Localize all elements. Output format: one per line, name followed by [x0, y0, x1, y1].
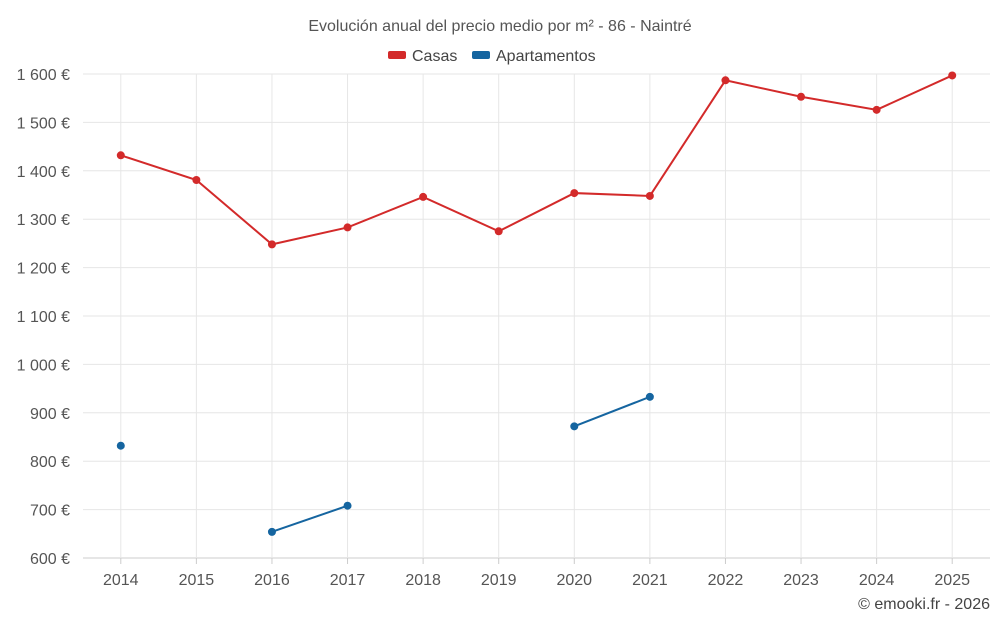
data-point-casas[interactable]	[116, 151, 125, 160]
series	[116, 71, 957, 536]
data-point-casas[interactable]	[343, 223, 352, 232]
y-tick-label: 1 200 €	[17, 261, 70, 278]
x-tick-label: 2023	[783, 572, 819, 589]
series-casas	[116, 71, 957, 249]
data-point-apartamentos[interactable]	[570, 422, 579, 431]
data-point-casas[interactable]	[948, 71, 957, 80]
x-tick-label: 2025	[934, 572, 970, 589]
data-point-casas[interactable]	[192, 175, 201, 184]
legend-label-casas: Casas	[412, 48, 457, 65]
data-point-casas[interactable]	[721, 76, 730, 85]
data-point-apartamentos[interactable]	[343, 501, 352, 510]
data-point-casas[interactable]	[419, 192, 428, 201]
data-point-apartamentos[interactable]	[267, 527, 276, 536]
x-axis-ticks: 2014 2015 2016 2017 2018 2019 2020 2021 2022 2023…	[103, 572, 970, 589]
x-tick-label: 2022	[708, 572, 744, 589]
data-point-casas[interactable]	[797, 92, 806, 101]
y-tick-label: 600 €	[30, 551, 70, 568]
chart-title: Evolución anual del precio medio por m² …	[308, 18, 691, 35]
y-tick-label: 1 500 €	[17, 115, 70, 132]
series-line-apartamentos	[573, 395, 651, 428]
y-tick-label: 800 €	[30, 454, 70, 471]
x-tick-label: 2021	[632, 572, 668, 589]
data-point-casas[interactable]	[570, 189, 579, 198]
x-tick-label: 2016	[254, 572, 290, 589]
y-tick-label: 900 €	[30, 406, 70, 423]
y-tick-label: 1 400 €	[17, 164, 70, 181]
x-tick-label: 2020	[556, 572, 592, 589]
x-tick-label: 2014	[103, 572, 139, 589]
series-apartamentos	[116, 392, 654, 536]
y-tick-label: 1 600 €	[17, 67, 70, 84]
data-point-casas[interactable]	[645, 191, 654, 200]
grid	[83, 73, 990, 564]
x-tick-label: 2015	[179, 572, 215, 589]
y-tick-label: 700 €	[30, 503, 70, 520]
y-tick-label: 1 100 €	[17, 309, 70, 326]
series-line-casas	[120, 74, 953, 246]
x-tick-label: 2018	[405, 572, 441, 589]
data-point-casas[interactable]	[267, 240, 276, 249]
data-point-casas[interactable]	[872, 105, 881, 114]
data-point-apartamentos[interactable]	[116, 441, 125, 450]
data-point-casas[interactable]	[494, 227, 503, 236]
y-axis-ticks: 600 € 700 € 800 € 900 € 1 000 € 1 100 € 1 200 …	[17, 67, 70, 568]
legend-label-apartamentos: Apartamentos	[496, 48, 596, 65]
legend-item-apartamentos[interactable]: Apartamentos	[472, 48, 596, 65]
data-point-apartamentos[interactable]	[645, 392, 654, 401]
x-tick-label: 2024	[859, 572, 895, 589]
legend-swatch-casas	[388, 51, 406, 59]
x-tick-label: 2019	[481, 572, 517, 589]
legend-swatch-apartamentos	[472, 51, 490, 59]
credit-text: © emooki.fr - 2026	[858, 596, 990, 613]
legend-item-casas[interactable]: Casas	[388, 48, 457, 65]
y-tick-label: 1 000 €	[17, 357, 70, 374]
x-tick-label: 2017	[330, 572, 366, 589]
series-line-apartamentos	[271, 504, 348, 533]
legend: Casas Apartamentos	[388, 48, 596, 65]
y-tick-label: 1 300 €	[17, 212, 70, 229]
